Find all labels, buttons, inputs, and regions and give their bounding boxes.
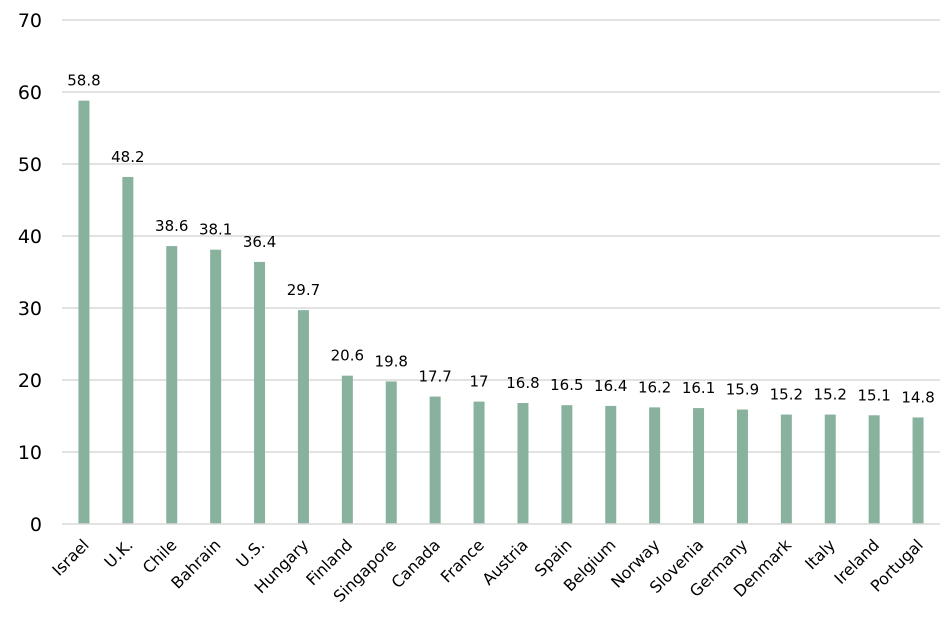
data-label: 17.7 <box>418 368 451 386</box>
x-tick-label: U.S. <box>232 535 268 571</box>
bar <box>736 409 748 524</box>
data-label: 17 <box>470 373 489 391</box>
bar <box>868 415 880 524</box>
bar <box>254 261 266 524</box>
y-tick-label: 0 <box>30 514 42 536</box>
data-label: 16.1 <box>682 379 715 397</box>
x-tick-label: France <box>437 535 488 586</box>
bar <box>473 401 485 524</box>
bars <box>78 100 924 524</box>
data-label: 38.6 <box>155 217 188 235</box>
bar <box>166 246 178 524</box>
data-label: 29.7 <box>287 281 320 299</box>
data-label: 48.2 <box>111 148 144 166</box>
bar <box>429 396 441 524</box>
data-labels: 58.8 48.2 38.6 38.1 36.4 29.7 20.6 19.8 17.7 17 16… <box>67 72 935 407</box>
y-tick-label: 40 <box>18 226 42 248</box>
y-tick-label: 30 <box>18 298 42 320</box>
bar <box>912 417 924 524</box>
y-tick-label: 10 <box>18 442 42 464</box>
bar <box>605 405 617 524</box>
data-label: 15.2 <box>814 386 847 404</box>
data-label: 16.4 <box>594 377 627 395</box>
x-tick-label: Israel <box>48 535 92 579</box>
bar <box>824 414 836 524</box>
data-label: 58.8 <box>67 72 100 90</box>
y-tick-label: 70 <box>18 10 42 32</box>
data-label: 15.2 <box>770 386 803 404</box>
bar <box>649 407 661 524</box>
bar <box>341 375 353 524</box>
data-label: 16.8 <box>506 374 539 392</box>
data-label: 16.2 <box>638 378 671 396</box>
bar <box>385 381 397 524</box>
x-tick-label: Italy <box>801 535 839 573</box>
gridlines <box>62 19 940 453</box>
bar <box>517 403 529 524</box>
x-tick-label: Bahrain <box>167 535 224 592</box>
y-axis-ticks: 0 10 20 30 40 50 60 70 <box>18 10 42 536</box>
y-tick-label: 60 <box>18 82 42 104</box>
y-tick-label: 20 <box>18 370 42 392</box>
data-label: 14.8 <box>901 388 934 406</box>
data-label: 15.1 <box>857 386 890 404</box>
x-tick-label: Canada <box>387 535 443 591</box>
bar <box>693 408 705 524</box>
data-label: 38.1 <box>199 221 232 239</box>
y-tick-label: 50 <box>18 154 42 176</box>
data-label: 19.8 <box>375 352 408 370</box>
data-label: 16.5 <box>550 376 583 394</box>
bar <box>780 414 792 524</box>
x-tick-label: Austria <box>478 535 531 588</box>
data-label: 15.9 <box>726 381 759 399</box>
bar <box>78 100 90 524</box>
bar <box>122 176 134 524</box>
bar <box>297 310 309 524</box>
data-label: 20.6 <box>331 347 364 365</box>
data-label: 36.4 <box>243 233 276 251</box>
bar <box>210 249 222 524</box>
bar <box>561 405 573 524</box>
x-tick-label: U.K. <box>100 535 136 571</box>
